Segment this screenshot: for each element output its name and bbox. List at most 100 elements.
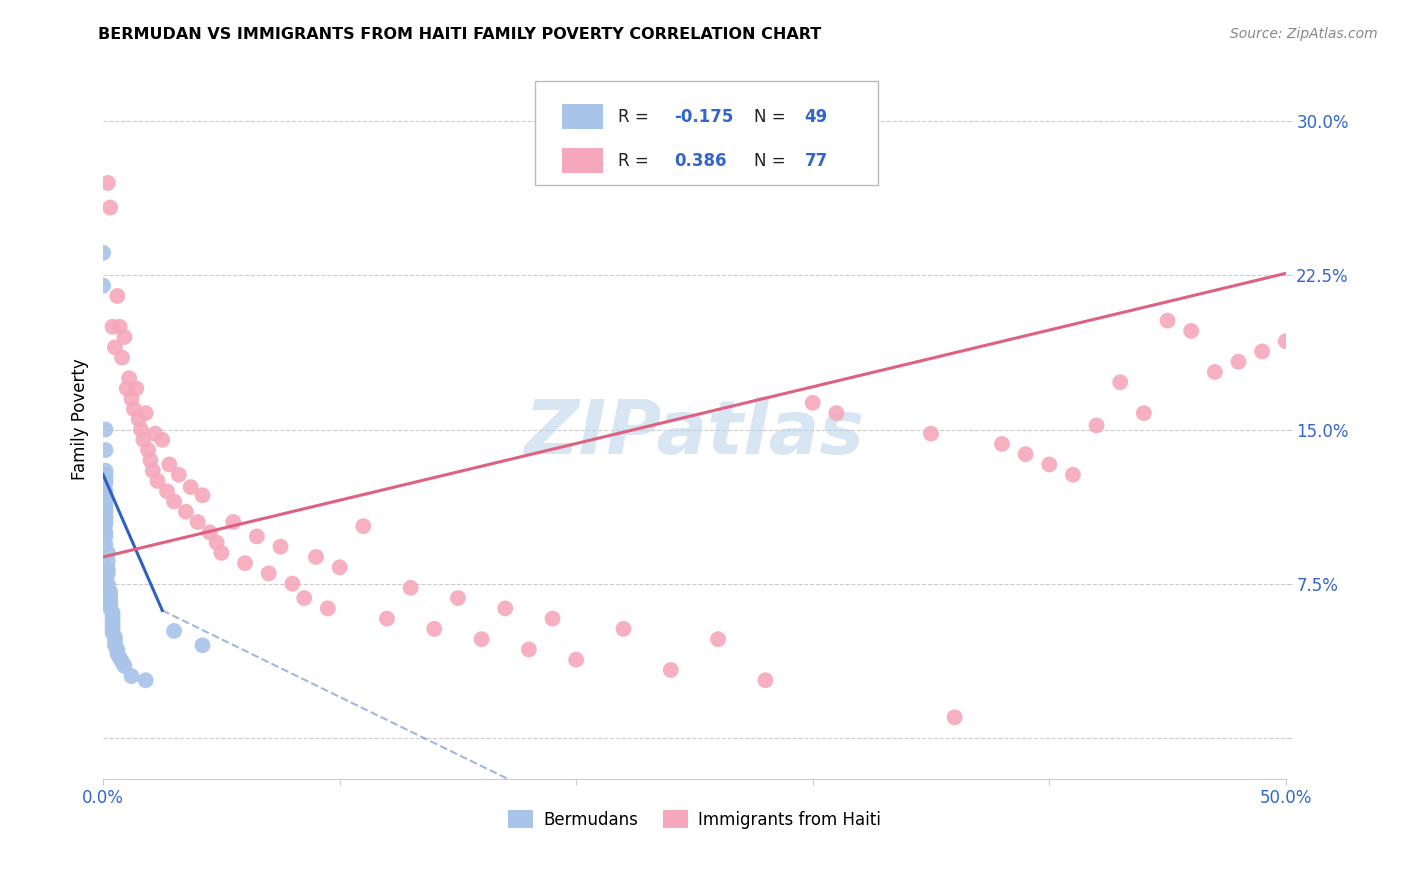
Point [105, 642, 128, 657]
Point [104, 340, 127, 354]
Point [101, 319, 124, 334]
Point [1274, 334, 1296, 348]
Point [329, 560, 352, 574]
Point [94, 500, 117, 515]
Point [1227, 355, 1250, 369]
Point [97, 176, 120, 190]
Point [105, 647, 128, 661]
Point [108, 319, 131, 334]
Point [920, 426, 942, 441]
Point [128, 412, 150, 426]
Point [191, 488, 214, 502]
Point [94, 529, 117, 543]
Point [1085, 418, 1108, 433]
Text: 77: 77 [804, 152, 828, 169]
Point [98, 201, 121, 215]
Point [305, 549, 328, 564]
Point [104, 634, 127, 648]
Point [97, 554, 120, 568]
Point [98, 601, 121, 615]
Point [111, 655, 134, 669]
Text: 49: 49 [804, 108, 828, 126]
Point [94, 467, 117, 482]
Point [101, 622, 124, 636]
Point [191, 638, 214, 652]
Point [94, 496, 117, 510]
Point [91, 278, 114, 293]
Point [94, 488, 117, 502]
Point [1251, 344, 1274, 359]
Point [316, 601, 339, 615]
Point [1038, 458, 1060, 472]
Point [94, 517, 117, 532]
Point [135, 406, 157, 420]
Point [115, 381, 138, 395]
Point [94, 538, 117, 552]
Point [174, 505, 197, 519]
Point [101, 626, 124, 640]
Point [471, 632, 494, 647]
Point [943, 710, 966, 724]
Text: Source: ZipAtlas.com: Source: ZipAtlas.com [1230, 27, 1378, 41]
Point [98, 597, 121, 611]
Point [94, 513, 117, 527]
Point [375, 612, 398, 626]
Point [233, 556, 256, 570]
Point [825, 406, 848, 420]
Point [146, 474, 169, 488]
Text: R =: R = [617, 108, 654, 126]
Point [1062, 467, 1084, 482]
Text: 0.386: 0.386 [675, 152, 727, 169]
Point [94, 464, 117, 478]
Point [91, 245, 114, 260]
Point [157, 458, 180, 472]
Point [97, 562, 120, 576]
Point [187, 515, 209, 529]
Point [198, 525, 221, 540]
Point [163, 624, 186, 638]
Point [1109, 376, 1132, 390]
FancyBboxPatch shape [534, 81, 877, 186]
Point [94, 484, 117, 499]
Point [132, 433, 155, 447]
Text: N =: N = [754, 108, 790, 126]
Point [121, 392, 143, 406]
Point [246, 529, 269, 543]
Point [94, 505, 117, 519]
Point [121, 669, 143, 683]
Point [94, 472, 117, 486]
Text: R =: R = [617, 152, 654, 169]
Text: BERMUDAN VS IMMIGRANTS FROM HAITI FAMILY POVERTY CORRELATION CHART: BERMUDAN VS IMMIGRANTS FROM HAITI FAMILY… [98, 27, 821, 42]
Point [167, 467, 190, 482]
Point [991, 437, 1014, 451]
Point [94, 508, 117, 523]
Point [112, 330, 135, 344]
Point [494, 601, 516, 615]
Point [94, 492, 117, 507]
Point [150, 433, 173, 447]
Point [101, 617, 124, 632]
Point [447, 591, 470, 605]
Point [97, 566, 120, 581]
Point [104, 630, 127, 644]
Point [94, 475, 117, 490]
Point [101, 609, 124, 624]
Point [292, 591, 315, 605]
Point [108, 650, 131, 665]
Point [281, 576, 304, 591]
Point [1204, 365, 1226, 379]
Point [754, 673, 776, 688]
Point [163, 494, 186, 508]
Point [143, 426, 166, 441]
Legend: Bermudans, Immigrants from Haiti: Bermudans, Immigrants from Haiti [502, 804, 887, 835]
Point [97, 546, 120, 560]
Point [270, 540, 292, 554]
Point [352, 519, 374, 533]
Point [707, 632, 730, 647]
Point [136, 443, 159, 458]
Point [156, 484, 179, 499]
Point [135, 673, 157, 688]
Point [1156, 313, 1178, 327]
Point [104, 638, 127, 652]
Point [118, 371, 141, 385]
